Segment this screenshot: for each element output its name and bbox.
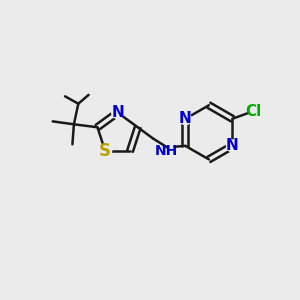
Text: N: N bbox=[226, 138, 239, 153]
Circle shape bbox=[179, 113, 191, 125]
Text: N: N bbox=[179, 111, 192, 126]
Circle shape bbox=[99, 145, 112, 158]
Circle shape bbox=[226, 140, 238, 152]
Text: N: N bbox=[111, 105, 124, 120]
Text: S: S bbox=[99, 142, 111, 160]
Text: NH: NH bbox=[155, 144, 178, 158]
Circle shape bbox=[112, 107, 124, 118]
Text: Cl: Cl bbox=[245, 104, 261, 119]
